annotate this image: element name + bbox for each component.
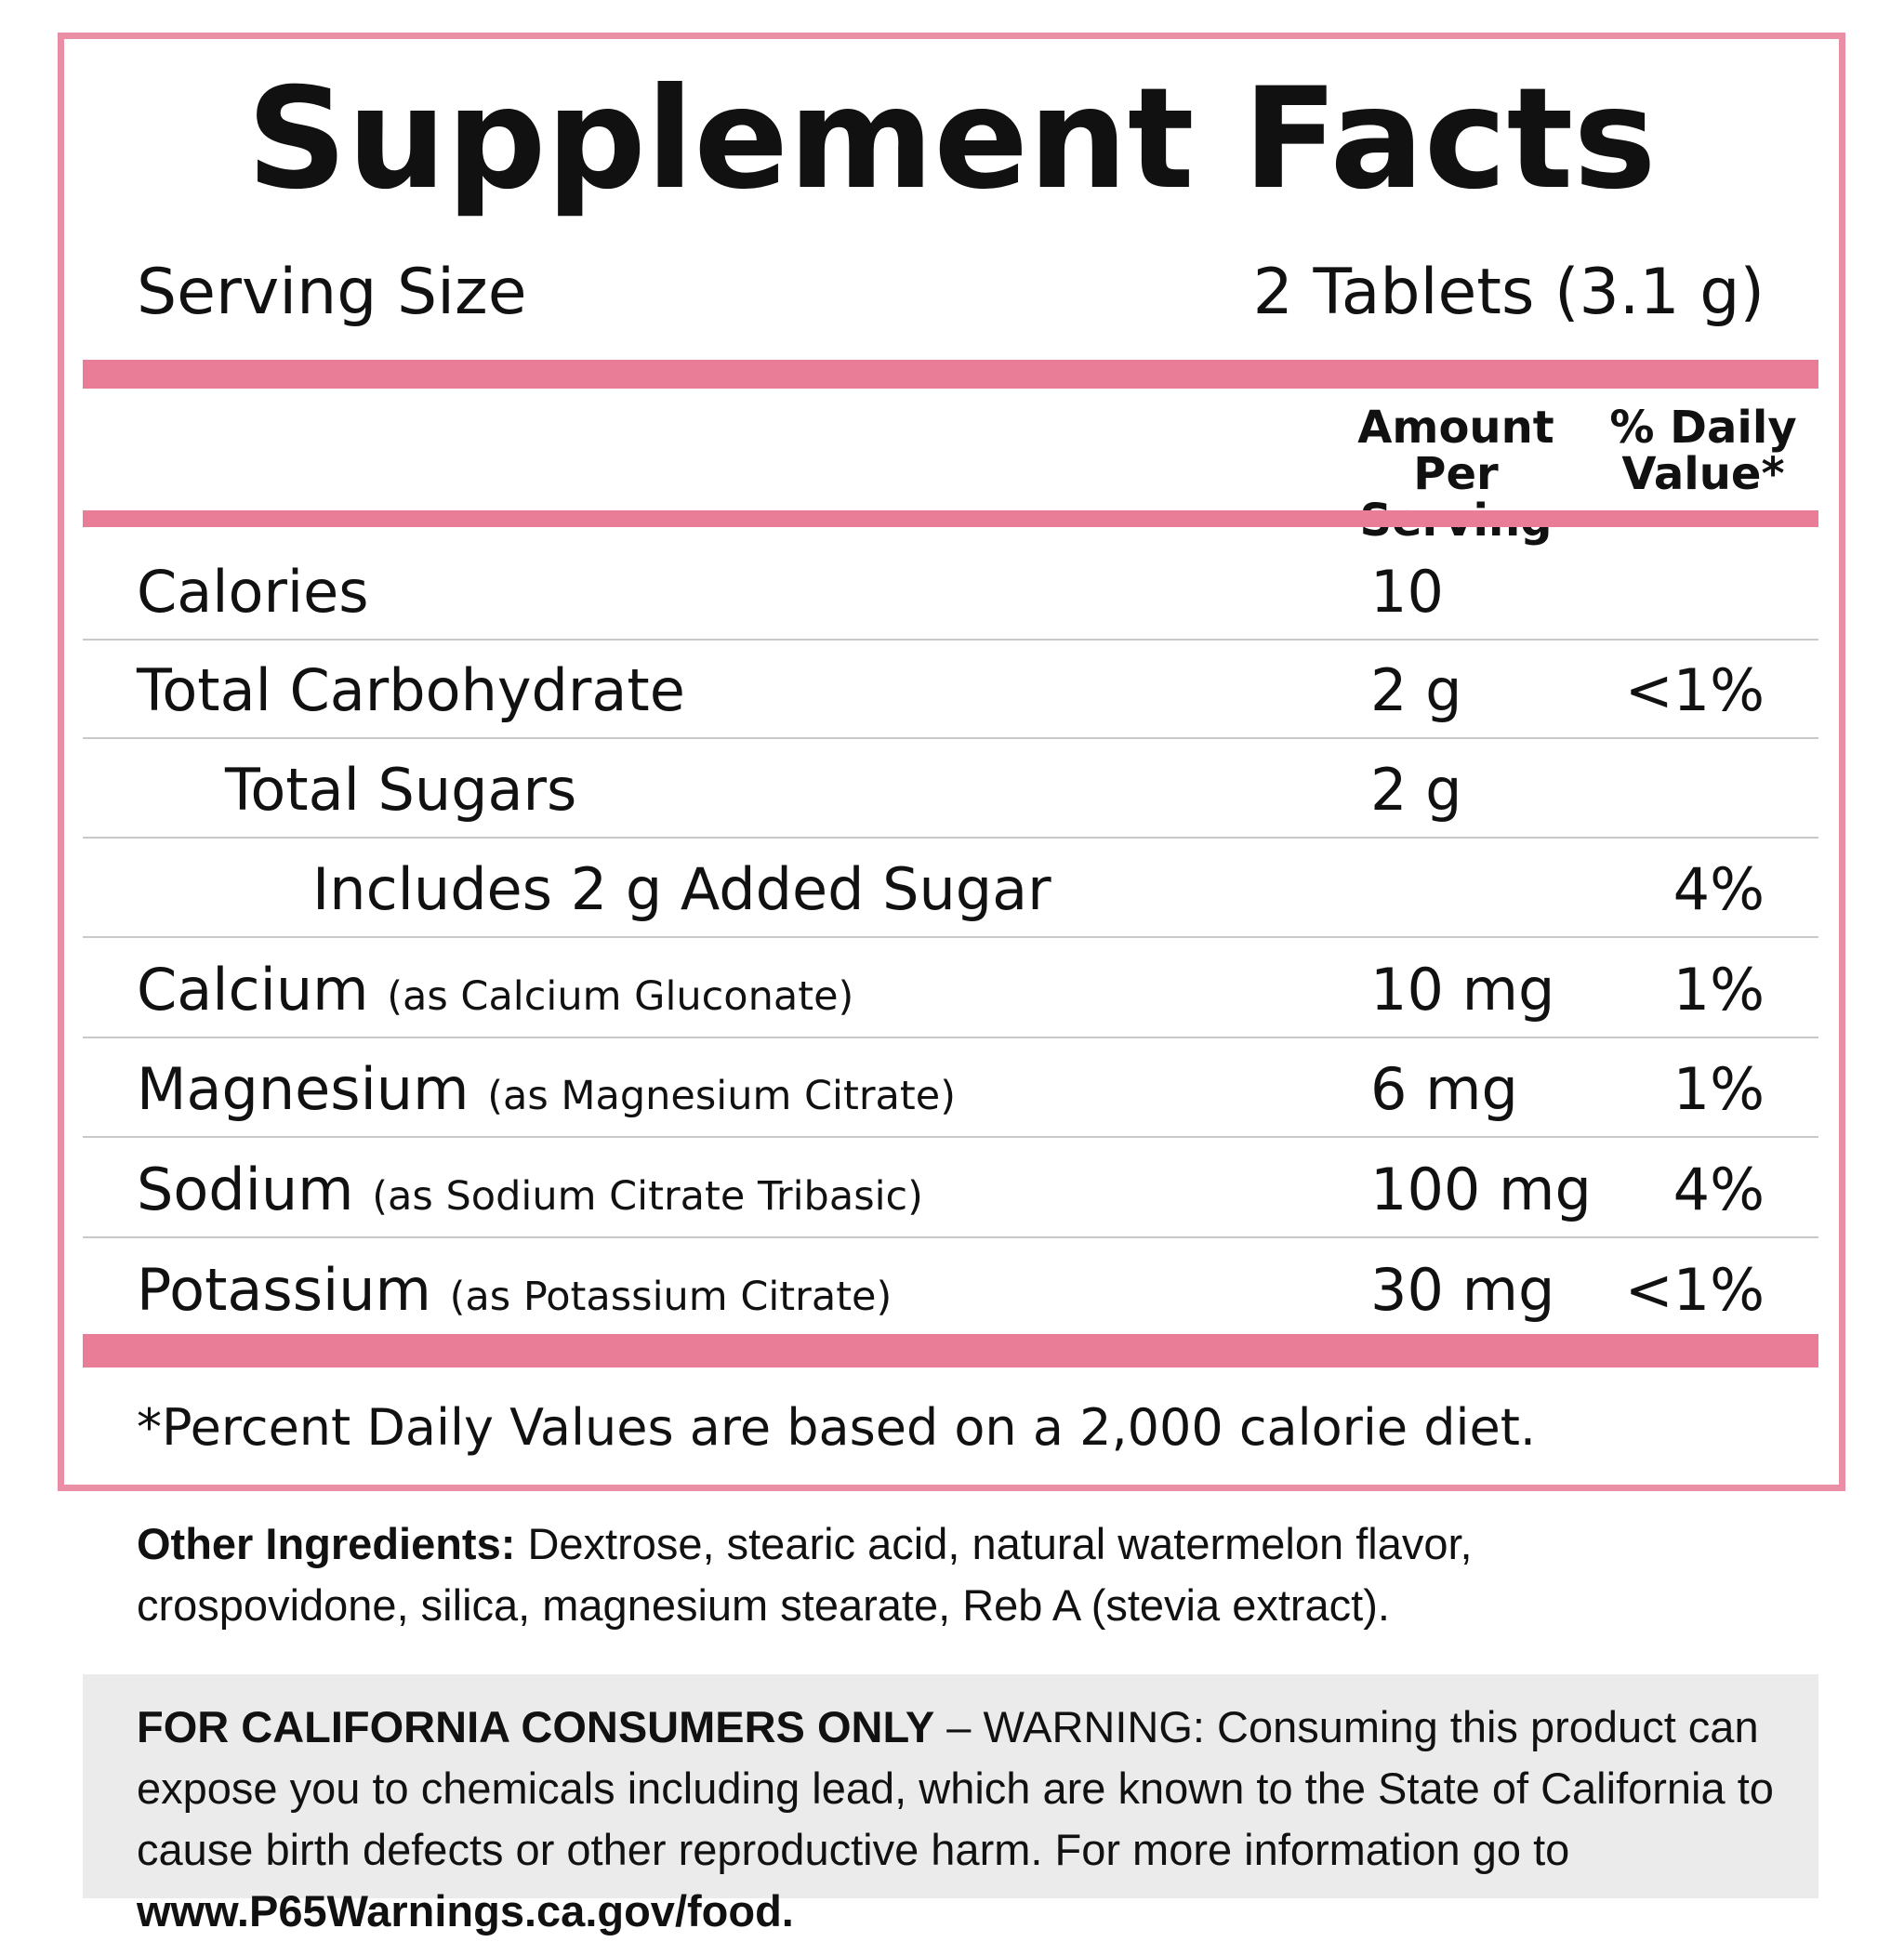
nutrient: Calcium (137, 956, 369, 1024)
nutrient: Potassium (137, 1256, 431, 1324)
nutrient-source: (as Calcium Gluconate) (387, 973, 854, 1020)
row-separator (83, 837, 1818, 839)
nutrient-name: Total Sugars (225, 753, 576, 827)
amount: 6 mg (1370, 1055, 1518, 1123)
nutrient-source: (as Sodium Citrate Tribasic) (372, 1173, 923, 1220)
nutrient: Total Sugars (225, 756, 577, 824)
row-separator (83, 1136, 1818, 1138)
amount: 10 (1370, 558, 1444, 626)
nutrient-name: Total Carbohydrate (137, 654, 685, 728)
amount: 2 g (1370, 756, 1462, 824)
dv-header: % Daily Value* (1592, 404, 1815, 497)
nutrient: Calories (137, 558, 369, 626)
nutrient: Total Carbohydrate (137, 656, 685, 724)
nutrient-name: Magnesium (as Magnesium Citrate) (137, 1052, 956, 1133)
nutrient-name: Includes 2 g Added Sugar (312, 852, 1051, 927)
row-separator (83, 737, 1818, 739)
other-ingredients: Other Ingredients: Dextrose, stearic aci… (137, 1513, 1661, 1636)
nutrient-source: (as Potassium Citrate) (449, 1274, 892, 1320)
amount: 100 mg (1370, 1156, 1592, 1223)
warning-box (83, 1674, 1818, 1898)
daily-value: 1% (1673, 1055, 1765, 1123)
text: Dextrose, stearic acid, natural watermel… (137, 1519, 1473, 1630)
title: Supplement Facts (246, 59, 1657, 220)
nutrient-name: Calcium (as Calcium Gluconate) (137, 953, 853, 1034)
daily-value: 4% (1673, 855, 1765, 923)
row-separator (83, 639, 1818, 641)
divider-bar (83, 360, 1818, 389)
nutrient-source: (as Magnesium Citrate) (487, 1073, 956, 1119)
amount: 2 g (1370, 656, 1462, 724)
daily-value: <1% (1624, 656, 1765, 724)
daily-value: <1% (1624, 1256, 1765, 1324)
daily-value: 4% (1673, 1156, 1765, 1223)
amount: 10 mg (1370, 956, 1555, 1024)
footnote: *Percent Daily Values are based on a 2,0… (137, 1398, 1537, 1457)
facts-panel (58, 33, 1845, 1491)
daily-value: 1% (1673, 956, 1765, 1024)
nutrient-name: Potassium (as Potassium Citrate) (137, 1253, 892, 1334)
header-line: Value* (1621, 448, 1785, 500)
serving-label: Serving Size (137, 256, 527, 329)
text: – WARNING: Consuming this product can ex… (137, 1702, 1774, 1874)
nutrient-name: Calories (137, 555, 369, 629)
divider-bar (83, 510, 1818, 527)
divider-bar (83, 1334, 1818, 1367)
warning: FOR CALIFORNIA CONSUMERS ONLY – WARNING:… (137, 1697, 1801, 1942)
link: www.P65Warnings.ca.gov/food. (137, 1886, 794, 1935)
nutrient: Includes 2 g Added Sugar (312, 855, 1051, 923)
serving-value: 2 Tablets (3.1 g) (1252, 256, 1765, 329)
header-line: Amount (1357, 402, 1554, 454)
row-separator (83, 936, 1818, 938)
row-separator (83, 1037, 1818, 1038)
amount: 30 mg (1370, 1256, 1555, 1324)
row-separator (83, 1236, 1818, 1238)
header-line: % Daily (1609, 402, 1797, 454)
nutrient-name: Sodium (as Sodium Citrate Tribasic) (137, 1153, 923, 1234)
nutrient: Magnesium (137, 1055, 469, 1123)
header-line: Per Serving (1359, 448, 1552, 544)
label: FOR CALIFORNIA CONSUMERS ONLY (137, 1702, 935, 1751)
label: Other Ingredients: (137, 1519, 516, 1568)
nutrient: Sodium (137, 1156, 354, 1223)
